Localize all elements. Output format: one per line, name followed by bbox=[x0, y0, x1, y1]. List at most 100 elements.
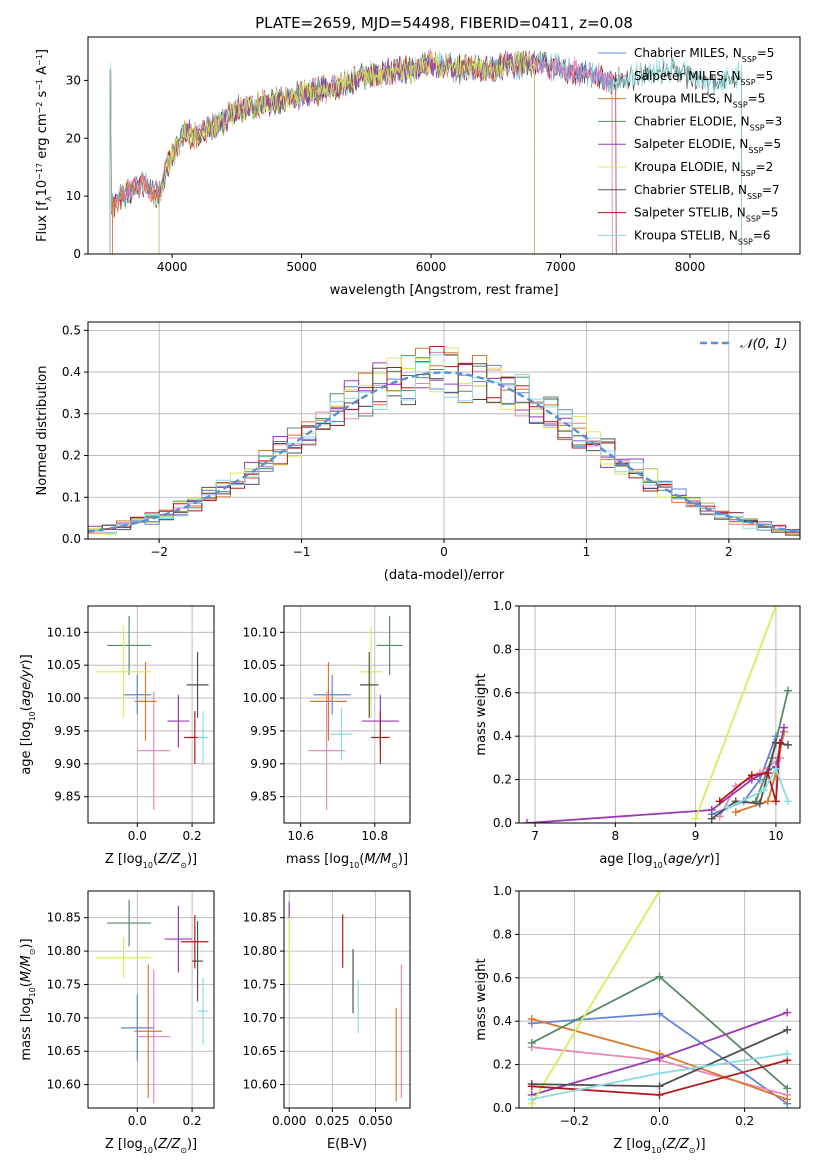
weight-marker bbox=[775, 738, 784, 747]
weight-marker bbox=[527, 1082, 536, 1091]
y-tick-label: 10.80 bbox=[243, 944, 277, 958]
y-tick-label: 10.80 bbox=[47, 944, 81, 958]
y-tick-label: 0.5 bbox=[62, 323, 81, 337]
weight-marker bbox=[527, 1038, 536, 1047]
y-tick-label: 10.60 bbox=[243, 1078, 277, 1092]
y-tick-label: 0.4 bbox=[493, 729, 512, 743]
x-axis-label-part: age/yr bbox=[668, 852, 711, 867]
y-tick-label: 0 bbox=[73, 247, 81, 261]
y-axis-label: Normed distribution bbox=[35, 366, 50, 496]
legend-entry: Salpeter ELODIE, NSSP=5 bbox=[634, 137, 781, 155]
legend-entry-part: =2 bbox=[756, 160, 774, 174]
weight-marker bbox=[783, 1095, 792, 1104]
x-tick-label: 0.050 bbox=[358, 1114, 392, 1128]
x-axis-label: Z [log10(Z/Z⊙)] bbox=[105, 1137, 197, 1155]
legend-entry: Salpeter STELIB, NSSP=5 bbox=[634, 206, 778, 224]
y-tick-label: 0.0 bbox=[493, 816, 512, 830]
x-axis-label-part: )] bbox=[398, 852, 408, 867]
weight-marker bbox=[783, 1084, 792, 1093]
x-axis-label-part: )] bbox=[710, 852, 720, 867]
weight-marker bbox=[731, 808, 740, 817]
y-tick-label: 0.2 bbox=[62, 449, 81, 463]
x-axis-label-part: ( bbox=[153, 1137, 158, 1152]
y-axis-label-text: mass [log10(M/M⊙)] bbox=[19, 938, 37, 1060]
y-axis-label-text-part: age [log bbox=[19, 721, 34, 774]
legend-entry: Kroupa STELIB, NSSP=6 bbox=[634, 228, 771, 246]
normal-curve bbox=[88, 371, 800, 533]
x-axis-label-part: age [log bbox=[599, 852, 652, 867]
legend-entry-part: SSP bbox=[738, 237, 753, 246]
x-axis-label-part: 10 bbox=[651, 1146, 661, 1155]
y-axis-label-text-part: s bbox=[35, 91, 50, 102]
y-tick-label: 10.85 bbox=[47, 911, 81, 925]
plot-area bbox=[308, 615, 403, 810]
histogram-step bbox=[88, 352, 800, 538]
spectrum-panel: 4000 5000 6000 7000 8000 0 10 20 30 wavelength [A… bbox=[35, 36, 801, 298]
legend-entry-part: Chabrier MILES, N bbox=[634, 46, 742, 60]
x-tick-label: 5000 bbox=[286, 260, 317, 274]
weight-marker bbox=[747, 771, 756, 780]
x-axis-label-part: ⊙ bbox=[180, 1146, 187, 1155]
x-axis-label: mass [log10(M/M⊙)] bbox=[286, 852, 408, 870]
y-tick-label: 20 bbox=[66, 131, 81, 145]
y-tick-label: 1.0 bbox=[493, 599, 512, 613]
legend-entry-part: =5 bbox=[761, 206, 779, 220]
weight-marker bbox=[783, 1008, 792, 1017]
y-tick-label: 10.00 bbox=[47, 691, 81, 705]
y-axis-label-text-part: ( bbox=[19, 706, 34, 711]
histogram-step bbox=[88, 354, 800, 535]
legend-entry: Salpeter MILES, NSSP=5 bbox=[634, 69, 773, 87]
weight-marker bbox=[723, 803, 732, 812]
legend-entry-part: =6 bbox=[753, 228, 771, 242]
y-tick-label: 9.85 bbox=[250, 790, 277, 804]
x-axis-label-part: Z [log bbox=[105, 852, 143, 867]
weight-line bbox=[531, 891, 661, 1105]
y-axis-label-text-part: ] bbox=[35, 49, 50, 54]
weight-marker bbox=[655, 1069, 664, 1078]
legend-entry: Kroupa ELODIE, NSSP=2 bbox=[634, 160, 773, 178]
weight-marker bbox=[763, 769, 772, 778]
histogram-step bbox=[88, 362, 800, 536]
y-tick-label: 10.70 bbox=[243, 1011, 277, 1025]
x-axis-label-part: Z [log bbox=[613, 1137, 651, 1152]
legend-entry-part: Chabrier ELODIE, N bbox=[634, 114, 750, 128]
legend-entry-part: Salpeter STELIB, N bbox=[634, 206, 746, 220]
x-axis-label: (data-model)/error bbox=[384, 568, 505, 583]
histogram-step bbox=[88, 357, 800, 532]
x-axis-label-part: 10 bbox=[349, 861, 359, 870]
x-axis-label-part: E(B-V) bbox=[327, 1137, 367, 1152]
y-tick-label: 0.4 bbox=[493, 1014, 512, 1028]
legend-entry: Chabrier ELODIE, NSSP=3 bbox=[634, 114, 782, 131]
x-tick-label: 0.000 bbox=[272, 1114, 306, 1128]
x-axis-label-part: )] bbox=[187, 1137, 197, 1152]
weight-marker bbox=[783, 797, 792, 806]
histogram-step bbox=[88, 354, 800, 538]
y-tick-label: 10.65 bbox=[243, 1044, 277, 1058]
x-axis-label: Z [log10(Z/Z⊙)] bbox=[613, 1137, 705, 1155]
y-axis-label-text-part: −17 bbox=[35, 163, 44, 180]
x-tick-label: 0 bbox=[440, 545, 448, 559]
x-tick-label: 10.8 bbox=[361, 829, 388, 843]
y-axis-label-text: Flux [fλ10−17 erg cm−2 s−1 A−1] bbox=[35, 49, 53, 242]
weight-marker bbox=[771, 764, 780, 773]
weight-marker bbox=[655, 972, 664, 981]
plot-area bbox=[288, 901, 402, 1102]
x-axis-label-part: )] bbox=[187, 852, 197, 867]
axes-frame bbox=[518, 605, 801, 824]
y-axis-label-text-part: A bbox=[35, 66, 50, 79]
x-axis-label: E(B-V) bbox=[327, 1137, 367, 1152]
x-tick-label: 2 bbox=[725, 545, 733, 559]
y-tick-label: 10.65 bbox=[47, 1044, 81, 1058]
axes-frame bbox=[87, 605, 215, 824]
weight-marker bbox=[655, 891, 664, 895]
y-tick-label: 10.75 bbox=[243, 977, 277, 991]
weight-marker bbox=[523, 819, 532, 823]
x-axis-label-part: 10 bbox=[653, 861, 663, 870]
y-tick-label: 9.90 bbox=[250, 757, 277, 771]
x-axis-label-part: Z/Z bbox=[157, 1137, 181, 1152]
weight-marker bbox=[691, 814, 700, 823]
x-tick-label: −0.2 bbox=[560, 1114, 589, 1128]
x-tick-label: 0.0 bbox=[650, 1114, 669, 1128]
